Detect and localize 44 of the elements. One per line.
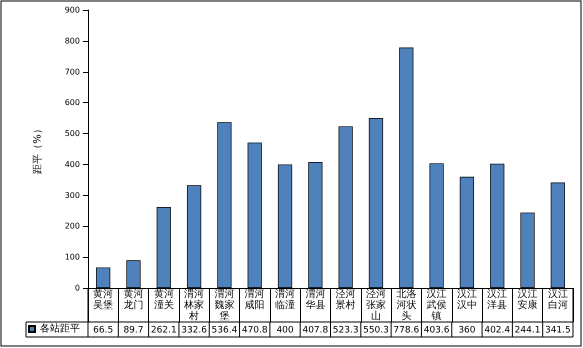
y-tick-label: 300 — [64, 190, 80, 200]
y-tick-label: 500 — [64, 129, 80, 138]
y-tick-label: 900 — [64, 6, 80, 14]
x-tick-label: 汉江汉中 — [456, 288, 477, 311]
data-label: 332.6 — [181, 326, 208, 336]
x-tick-label: 渭河咸阳 — [244, 288, 265, 311]
y-tick-label: 600 — [64, 98, 80, 108]
x-tick-label: 渭河临潼 — [275, 288, 296, 311]
x-tick-label: 黄河潼关 — [154, 288, 174, 311]
y-tick-label: 0 — [74, 284, 80, 292]
y-tick-label: 200 — [64, 222, 80, 231]
data-label: 360 — [458, 326, 476, 336]
x-tick-label: 黄河龙门 — [123, 288, 144, 311]
data-label: 66.5 — [93, 326, 114, 336]
data-label: 262.1 — [150, 326, 177, 336]
data-label: 403.6 — [424, 326, 450, 336]
x-tick-label: 渭河魏家堡 — [214, 288, 234, 322]
data-label: 407.8 — [302, 326, 328, 336]
y-tick-label: 800 — [64, 36, 80, 46]
data-label: 402.4 — [484, 326, 510, 336]
x-tick-label: 北洛河状头 — [396, 288, 416, 322]
legend-label: 各站距平 — [40, 322, 80, 334]
y-tick-label: 400 — [64, 160, 80, 169]
x-tick-label: 汉江安康 — [518, 288, 538, 311]
data-label: 400 — [276, 326, 294, 336]
data-label: 341.5 — [544, 326, 571, 336]
x-tick-label: 渭河林家村 — [183, 288, 204, 322]
x-tick-label: 汉江武侯镇 — [426, 288, 447, 322]
y-axis-title: 距平（%） — [32, 124, 44, 174]
data-label: 536.4 — [212, 326, 238, 336]
x-tick-label: 汉江洋县 — [487, 288, 508, 311]
data-label: 244.1 — [514, 326, 540, 336]
y-tick-label: 100 — [64, 252, 80, 262]
x-tick-label: 泾河张家山 — [366, 288, 386, 322]
data-label: 89.7 — [123, 326, 144, 336]
x-tick-label: 黄河吴堡 — [93, 288, 114, 311]
x-tick-label: 汉江白河 — [548, 288, 568, 311]
x-tick-label: 泾河景村 — [336, 288, 356, 311]
y-tick-label: 700 — [64, 67, 80, 76]
data-label: 470.8 — [242, 326, 268, 336]
data-label: 523.3 — [332, 326, 359, 336]
data-label: 550.3 — [363, 326, 389, 336]
data-label: 778.6 — [393, 326, 420, 336]
x-tick-label: 渭河华县 — [305, 288, 326, 311]
